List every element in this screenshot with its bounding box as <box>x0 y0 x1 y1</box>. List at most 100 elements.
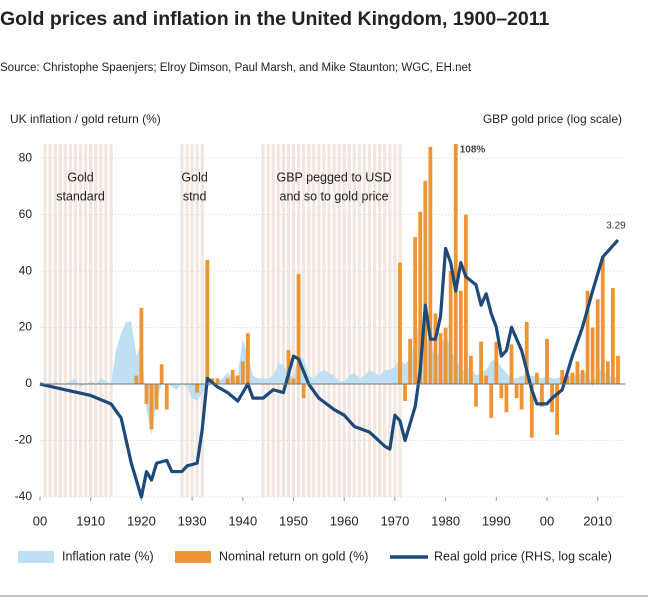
period-stripe <box>78 144 83 497</box>
gold-return-bar <box>514 384 519 399</box>
gold-return-bar <box>139 307 144 385</box>
y-axis-label: UK inflation / gold return (%) <box>10 112 161 126</box>
period-stripe <box>195 144 199 497</box>
gold-return-bar <box>605 361 610 385</box>
y-tick-label: 0 <box>25 376 32 390</box>
period-stripe <box>53 144 57 497</box>
period-stripe <box>347 144 351 497</box>
x-tick-label: 1970 <box>380 513 409 528</box>
period-stripe <box>337 144 341 497</box>
gold-return-bar <box>534 372 539 385</box>
legend-label: Real gold price (RHS, log scale) <box>434 549 612 563</box>
gold-return-bar <box>463 214 468 385</box>
gold-return-bar <box>453 144 458 385</box>
period-stripe <box>362 144 367 497</box>
gold-return-bar <box>423 180 428 385</box>
gold-return-bar <box>301 384 306 399</box>
gold-return-bar <box>494 341 499 385</box>
gold-return-bar <box>149 384 154 430</box>
gold-return-bar <box>443 327 448 385</box>
real-gold-price-line <box>39 238 620 499</box>
line-end-label: 3.29 <box>606 221 626 232</box>
period-stripe <box>63 144 67 497</box>
legend-label: Nominal return on gold (%) <box>219 549 368 563</box>
period-stripe <box>281 144 285 497</box>
inflation-area <box>40 316 618 435</box>
period-label: Gold <box>181 170 207 184</box>
period-stripe <box>261 144 265 497</box>
y-tick-label: -40 <box>15 489 33 503</box>
gold-return-bar <box>428 146 433 385</box>
period-stripe <box>317 144 321 497</box>
gold-return-bar <box>448 271 453 385</box>
gold-return-bar <box>519 384 524 410</box>
gold-return-bar <box>418 211 423 385</box>
gold-return-bar <box>458 290 463 385</box>
gold-return-bar <box>489 384 494 418</box>
chart-subtitle: Source: Christophe Spaenjers; Elroy Dims… <box>0 62 472 74</box>
x-tick-label: 1990 <box>482 513 511 528</box>
gold-return-bar <box>134 375 139 385</box>
period-stripe <box>180 144 184 497</box>
gold-return-bar <box>144 384 149 404</box>
x-tick-label: 00 <box>33 513 47 528</box>
gold-return-bar <box>291 378 296 385</box>
x-tick-label: 1960 <box>330 513 359 528</box>
period-label: GBP pegged to USD <box>276 170 391 184</box>
gold-return-bar <box>585 290 590 385</box>
period-stripe <box>99 144 103 497</box>
chart-title: Gold prices and inflation in the United … <box>0 8 550 30</box>
period-stripe <box>342 144 346 497</box>
gold-return-bar <box>398 262 402 385</box>
period-stripe <box>383 144 387 497</box>
period-stripe <box>68 144 73 497</box>
gold-return-bar <box>611 288 615 385</box>
gold-return-bar <box>215 378 220 385</box>
gold-return-bar <box>164 384 169 410</box>
gold-return-bar <box>540 384 544 407</box>
y-tick-label: -20 <box>15 433 33 447</box>
period-stripe <box>58 144 62 497</box>
x-tick-label: 1920 <box>127 513 156 528</box>
gold-return-bar <box>433 313 438 385</box>
gold-return-bar <box>235 375 240 385</box>
period-stripe <box>352 144 356 497</box>
legend-label: Inflation rate (%) <box>62 549 154 563</box>
period-stripe <box>84 144 88 497</box>
gold-return-bar <box>484 375 489 385</box>
period-stripe <box>357 144 362 497</box>
gold-return-bar <box>438 333 443 385</box>
period-stripe <box>73 144 78 497</box>
period-stripe <box>109 144 113 497</box>
period-stripe <box>312 144 316 497</box>
period-stripe <box>185 144 189 497</box>
gold-return-bar <box>555 384 560 435</box>
gold-return-bar <box>524 321 529 385</box>
gold-return-bar <box>529 384 534 438</box>
period-stripe <box>307 144 311 497</box>
gold-return-bar <box>296 273 301 385</box>
gold-return-bar <box>595 299 600 385</box>
gold-return-bar <box>509 344 514 385</box>
gold-return-bar <box>195 384 200 393</box>
gold-return-bar <box>469 355 473 385</box>
period-stripe <box>393 144 397 497</box>
gold-return-bar <box>413 237 418 385</box>
period-label: stnd <box>183 189 207 203</box>
period-label: standard <box>56 189 105 203</box>
gold-return-bar <box>245 333 250 385</box>
gold-return-bar <box>286 350 291 385</box>
y-tick-label: 60 <box>19 207 33 221</box>
gold-return-bar <box>230 369 235 385</box>
gold-return-bar <box>205 259 210 385</box>
period-stripe <box>322 144 326 497</box>
x-tick-label: 1980 <box>431 513 460 528</box>
period-stripe <box>327 144 331 497</box>
period-stripe <box>373 144 377 497</box>
period-stripe <box>48 144 52 497</box>
bar-value-label: 108% <box>460 145 486 156</box>
legend-swatch <box>175 551 211 563</box>
period-stripe <box>332 144 336 497</box>
x-tick-label: 1940 <box>228 513 257 528</box>
